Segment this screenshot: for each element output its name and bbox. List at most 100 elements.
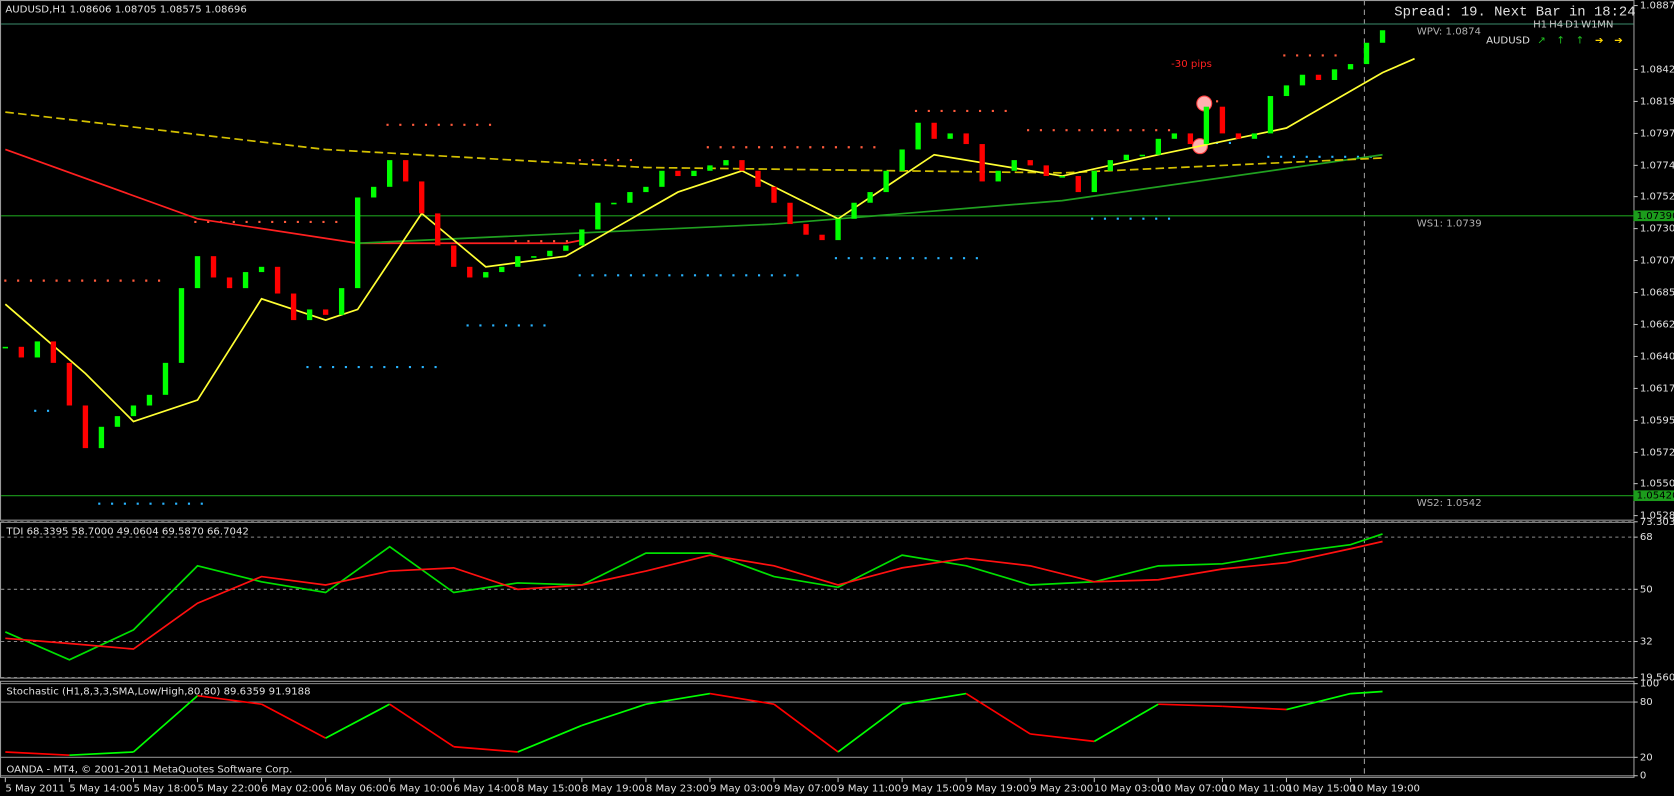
timeframe-button: MN [1597,20,1613,31]
arrow-icon: ➔ [1595,36,1603,47]
candle [611,202,617,205]
x-tick-label: 5 May 2011 [5,784,65,795]
candle [899,149,905,171]
x-tick-label: 9 May 23:00 [1030,784,1093,795]
candle [595,202,601,230]
candle [2,346,9,349]
stochastic-segment [645,692,711,706]
candle [210,256,217,278]
candle [1027,160,1033,166]
candle [1315,74,1322,80]
candle [947,133,953,139]
stochastic-segment [1286,692,1351,711]
candle [771,186,777,203]
stochastic-segment [69,751,134,757]
pivot-label: WS1: 1.0739 [1417,218,1482,229]
annotation: -30 pips [1171,59,1212,70]
toolbar-symbol: AUDUSD [1486,36,1530,47]
candle [707,165,713,171]
x-tick-label: 5 May 22:00 [198,784,261,795]
stoch-title: Stochastic (H1,8,3,3,SMA,Low/High,80,80)… [6,686,310,697]
candle [98,426,105,449]
y-tick-label: 1.08195 [1640,96,1674,107]
candle [178,288,185,363]
candle [467,266,473,278]
candle [643,186,649,193]
candle [819,234,825,241]
candle [851,202,857,219]
chart-title: AUDUSD,H1 1.08606 1.08705 1.08575 1.0869… [5,5,246,16]
x-tick-label: 9 May 03:00 [710,784,773,795]
candle [787,202,793,225]
stoch-panel-frame [0,680,1635,778]
y-tick-label: 1.07300 [1640,224,1674,235]
y-tick-label: 80 [1640,697,1653,708]
candle [803,224,809,235]
candle [370,186,377,198]
pivot-label: WPV: 1.0874 [1417,26,1481,37]
candle [499,266,505,273]
stochastic-segment [325,703,391,739]
arrow-icon: ↑ [1576,36,1584,47]
timeframe-button: W1 [1581,20,1597,31]
candle [915,122,921,150]
candle [322,309,329,315]
stochastic-segment [132,695,199,753]
candle [82,405,89,449]
candle [1299,74,1306,86]
tdi-title: TDI 68.3395 58.7000 49.0604 69.5870 66.7… [5,526,248,537]
stochastic-segment [773,703,839,753]
candle [194,256,201,289]
candle [1331,69,1338,80]
candle [691,170,697,177]
price-box-label: 1.07390 [1637,211,1674,222]
candle [1203,106,1210,145]
stochastic-segment [1350,690,1383,695]
copyright: OANDA - MT4, © 2001-2011 MetaQuotes Soft… [6,764,292,775]
x-tick-label: 10 May 03:00 [1094,784,1163,795]
y-tick-label: 1.08420 [1640,64,1674,75]
moving-average [4,57,1415,423]
arrow-icon: ➔ [1614,36,1622,47]
y-tick-label: 32 [1640,637,1653,648]
stochastic-segment [197,694,262,706]
candle [387,160,393,187]
stochastic-segment [1093,703,1159,743]
sr-dots [4,54,1380,505]
candle [1187,133,1194,145]
stochastic-segment [453,745,518,753]
candle [338,288,345,315]
stochastic-segment [581,703,647,727]
candle [515,256,521,267]
candle [867,192,873,203]
y-tick-label: 1.06175 [1640,383,1674,394]
candle [995,170,1001,182]
y-tick-label: 1.06625 [1640,320,1674,331]
candle [531,256,537,258]
candle [306,309,313,321]
y-tick-label: 50 [1640,584,1653,595]
candle [66,362,73,406]
stochastic-segment [1030,733,1095,743]
arrow-icon: ↗ [1537,36,1545,47]
indicator-line [5,540,1383,650]
candle [659,170,665,187]
y-tick-label: 1.06400 [1640,351,1674,362]
stochastic-segment [837,703,903,753]
candle [258,266,265,273]
candle [1155,138,1162,155]
x-tick-label: 10 May 07:00 [1158,784,1227,795]
x-tick-label: 8 May 23:00 [646,784,709,795]
y-tick-label: 1.05725 [1640,447,1674,458]
pivot-label: WS2: 1.0542 [1417,498,1482,509]
stochastic-segment [709,692,775,706]
candle [451,245,457,267]
stochastic-segment [1158,703,1223,708]
trend-arrows: ↗ ↑ ↑ ➔ ➔ [1537,36,1622,47]
candle [114,416,121,427]
x-tick-label: 9 May 11:00 [838,784,901,795]
